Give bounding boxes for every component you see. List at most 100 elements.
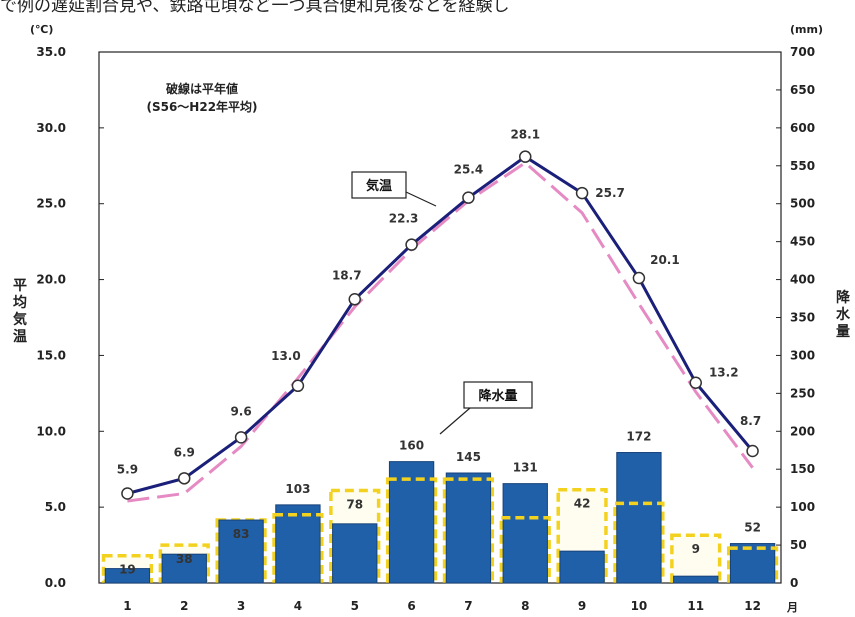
precip-value-label: 9 — [692, 542, 700, 556]
temp-point — [519, 150, 532, 163]
precip-value-label: 52 — [744, 521, 761, 535]
left-tick-label: 30.0 — [36, 121, 66, 135]
precip-value-label: 83 — [233, 527, 250, 541]
temp-point — [178, 472, 191, 485]
precip-value-label: 42 — [574, 497, 591, 511]
right-tick-label: 400 — [790, 273, 815, 287]
right-tick-label: 0 — [790, 576, 798, 590]
x-tick-label: 12 — [744, 599, 761, 613]
left-tick-label: 35.0 — [36, 45, 66, 59]
right-tick-label: 250 — [790, 386, 815, 400]
note-line-2: (S56～H22年平均) — [146, 99, 257, 114]
x-tick-label: 9 — [578, 599, 586, 613]
temp-value-label: 13.0 — [271, 349, 301, 363]
right-tick-label: 350 — [790, 311, 815, 325]
x-tick-label: 6 — [407, 599, 415, 613]
temp-value-label: 20.1 — [650, 253, 680, 267]
right-axis-unit: (mm) — [790, 23, 823, 36]
note-line-1: 破線は平年値 — [166, 81, 238, 96]
left-tick-label: 25.0 — [36, 197, 66, 211]
x-tick-label: 5 — [351, 599, 359, 613]
x-tick-label: 3 — [237, 599, 245, 613]
right-tick-label: 550 — [790, 159, 815, 173]
precip-value-label: 78 — [346, 497, 363, 511]
precip-bar — [729, 543, 776, 584]
temp-value-label: 5.9 — [117, 462, 138, 476]
precip-bar — [673, 575, 719, 584]
temp-point — [291, 379, 305, 393]
left-tick-label: 20.0 — [36, 273, 66, 287]
x-tick-label: 4 — [294, 599, 302, 613]
precip-bar — [218, 519, 264, 584]
temp-point — [689, 376, 702, 389]
left-tick-label: 15.0 — [36, 348, 66, 362]
precip-bar — [559, 550, 605, 584]
temp-value-label: 25.4 — [454, 163, 484, 177]
temp-callout-box — [351, 171, 407, 199]
x-tick-label: 11 — [687, 599, 704, 613]
x-tick-label: 7 — [464, 599, 472, 613]
x-tick-label: 10 — [631, 599, 648, 613]
left-axis-title: 平均気温 — [13, 278, 27, 345]
x-tick-label: 1 — [123, 599, 131, 613]
precip-callout-pointer — [439, 407, 471, 435]
temp-point — [575, 186, 589, 200]
precip-bar — [161, 553, 207, 584]
right-tick-label: 450 — [790, 235, 815, 249]
temp-point — [746, 444, 759, 458]
temp-point — [348, 293, 361, 306]
temp-value-label: 13.2 — [709, 366, 739, 380]
precip-callout-label: 降水量 — [478, 388, 517, 404]
precip-value-label: 131 — [513, 461, 538, 475]
precip-bar — [502, 483, 548, 584]
temp-point — [405, 238, 418, 251]
precip-value-label: 172 — [626, 430, 651, 444]
temp-point — [121, 487, 134, 500]
temp-value-label: 25.7 — [595, 186, 625, 200]
precip-bar — [445, 472, 492, 584]
temp-value-label: 22.3 — [389, 212, 419, 226]
right-tick-label: 650 — [790, 83, 815, 97]
right-tick-label: 700 — [790, 45, 815, 59]
x-tick-label: 2 — [180, 599, 188, 613]
temp-value-label: 28.1 — [510, 128, 540, 142]
precip-value-label: 19 — [119, 563, 136, 577]
left-tick-label: 0.0 — [45, 576, 66, 590]
left-tick-label: 10.0 — [36, 424, 66, 438]
precip-callout-box — [463, 381, 533, 409]
precip-normal-box — [670, 533, 722, 583]
plot-frame — [98, 51, 782, 584]
precip-bar — [616, 452, 662, 584]
precip-bar — [388, 461, 435, 584]
temp-point — [234, 431, 248, 444]
right-tick-label: 600 — [790, 121, 815, 135]
right-tick-label: 150 — [790, 462, 815, 476]
left-tick-label: 5.0 — [45, 500, 66, 514]
precip-bar — [275, 504, 321, 584]
right-tick-label: 100 — [790, 500, 815, 514]
precip-value-label: 38 — [176, 552, 193, 566]
right-axis-title: 降水量 — [836, 289, 851, 340]
right-tick-label: 200 — [790, 424, 815, 438]
x-tick-label: 8 — [521, 599, 529, 613]
temp-line — [127, 154, 754, 495]
precip-value-label: 103 — [285, 482, 310, 496]
temp-point — [462, 191, 475, 204]
left-axis-unit: (℃) — [30, 23, 53, 36]
temp-value-label: 6.9 — [174, 445, 195, 459]
right-tick-label: 50 — [790, 538, 807, 552]
temp-callout-pointer — [405, 191, 437, 207]
temp-normal-line — [127, 160, 754, 503]
header-text: で例の遅延割合見や、鉄路屯頃など一つ具合便和見後なとを経験し — [0, 0, 510, 16]
right-tick-label: 500 — [790, 197, 815, 211]
precip-bar — [332, 523, 378, 584]
right-tick-label: 300 — [790, 348, 815, 362]
precip-value-label: 160 — [399, 439, 424, 453]
temp-value-label: 18.7 — [332, 268, 362, 282]
precip-bar — [104, 568, 151, 584]
temp-point — [632, 271, 646, 285]
temp-value-label: 8.7 — [740, 414, 761, 428]
precip-value-label: 145 — [456, 450, 481, 464]
